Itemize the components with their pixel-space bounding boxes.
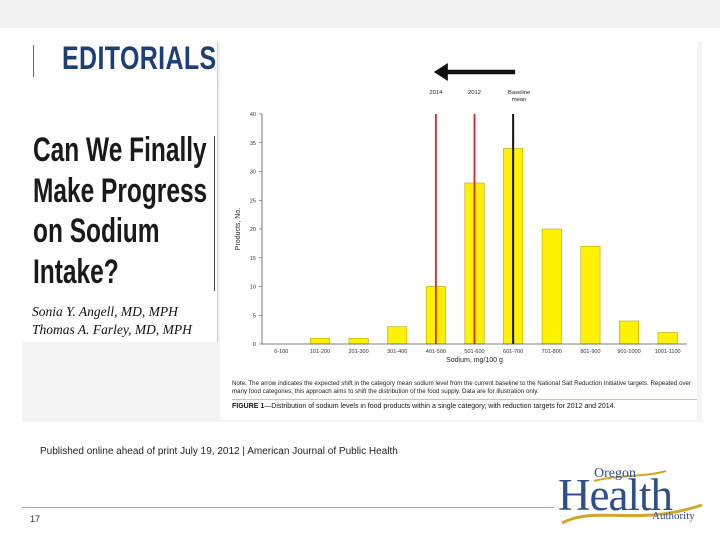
column-divider (217, 42, 218, 342)
x-tick-label: 1001-1100 (655, 349, 681, 355)
figure-panel: 0 5 10 15 20 25 30 35 40 0-100 101-200 201-300 301-4… (220, 42, 697, 420)
caption-rule (232, 399, 697, 400)
y-tick-label: 25 (250, 198, 256, 204)
figure-caption-label: FIGURE 1 (232, 403, 265, 410)
article-title-line: on Sodium (33, 212, 160, 250)
x-tick-label: 901-1000 (617, 349, 640, 355)
y-tick-label: 30 (250, 170, 256, 176)
author-name: Sonia Y. Angell, MD, MPH (32, 304, 178, 319)
shift-arrow-head (433, 63, 448, 81)
chart-bar (348, 337, 369, 345)
x-tick-label: 401-500 (426, 349, 446, 355)
chart-bar (619, 320, 640, 345)
x-tick-label: 101-200 (310, 349, 330, 355)
x-tick-label: 601-700 (503, 349, 523, 355)
chart-bar (541, 228, 562, 345)
figure-note: Note. The arrow indicates the expected s… (232, 380, 692, 395)
reference-line-label: Baseline (508, 90, 530, 96)
article-title-line: Can We Finally (33, 131, 207, 169)
x-tick-label: 801-900 (580, 349, 600, 355)
oregon-health-authority-logo: Oregon Health Authority (556, 465, 706, 525)
section-title: EDITORIALS (62, 40, 217, 76)
chart-bar (309, 337, 330, 345)
title-rule (214, 136, 215, 291)
x-tick-label: 501-600 (464, 349, 484, 355)
logo-health-text: Health (558, 470, 673, 520)
logo-wave-icon (561, 470, 703, 525)
authors: Sonia Y. Angell, MD, MPH Thomas A. Farle… (32, 303, 192, 339)
y-tick-label: 10 (250, 285, 256, 291)
chart-bar (580, 245, 601, 345)
article-title-line: Intake? (33, 252, 119, 291)
logo-authority-text: Authority (652, 510, 695, 522)
x-tick-label: 301-400 (387, 349, 407, 355)
publication-line: Published online ahead of print July 19,… (40, 446, 398, 457)
footer-rule (22, 507, 554, 508)
section-rule (33, 45, 34, 77)
x-axis-label: Sodium, mg/100 g (446, 357, 503, 364)
y-tick-label: 15 (250, 256, 256, 262)
y-tick-label: 0 (253, 342, 256, 348)
article-title: Can We Finally Make Progress on Sodium I… (33, 130, 207, 292)
author-name: Thomas A. Farley, MD, MPH (32, 322, 192, 337)
reference-line-label: mean (512, 97, 527, 103)
y-tick-label: 35 (250, 141, 256, 147)
logo-oregon-text: Oregon (594, 466, 636, 481)
top-bar (0, 0, 720, 28)
sodium-distribution-chart: 0 5 10 15 20 25 30 35 40 0-100 101-200 201-300 301-4… (235, 63, 687, 364)
chart-bar (657, 332, 678, 345)
x-tick-label: 0-100 (274, 349, 288, 355)
reference-line-label: 2012 (468, 90, 481, 96)
y-tick-label: 20 (250, 227, 256, 233)
figure-caption: FIGURE 1—Distribution of sodium levels i… (232, 403, 697, 410)
y-axis-label: Products, No. (235, 208, 242, 250)
y-tick-label: 5 (253, 313, 256, 319)
y-tick-label: 40 (250, 112, 256, 118)
reference-line-label: 2014 (429, 90, 443, 96)
article-title-line: Make Progress (33, 171, 208, 210)
page-number: 17 (30, 514, 41, 524)
chart-bar (387, 326, 408, 345)
figure-caption-text: —Distribution of sodium levels in food p… (264, 403, 616, 410)
x-tick-label: 701-800 (542, 349, 562, 355)
x-tick-label: 201-300 (348, 349, 368, 355)
article-header-column (22, 42, 218, 342)
